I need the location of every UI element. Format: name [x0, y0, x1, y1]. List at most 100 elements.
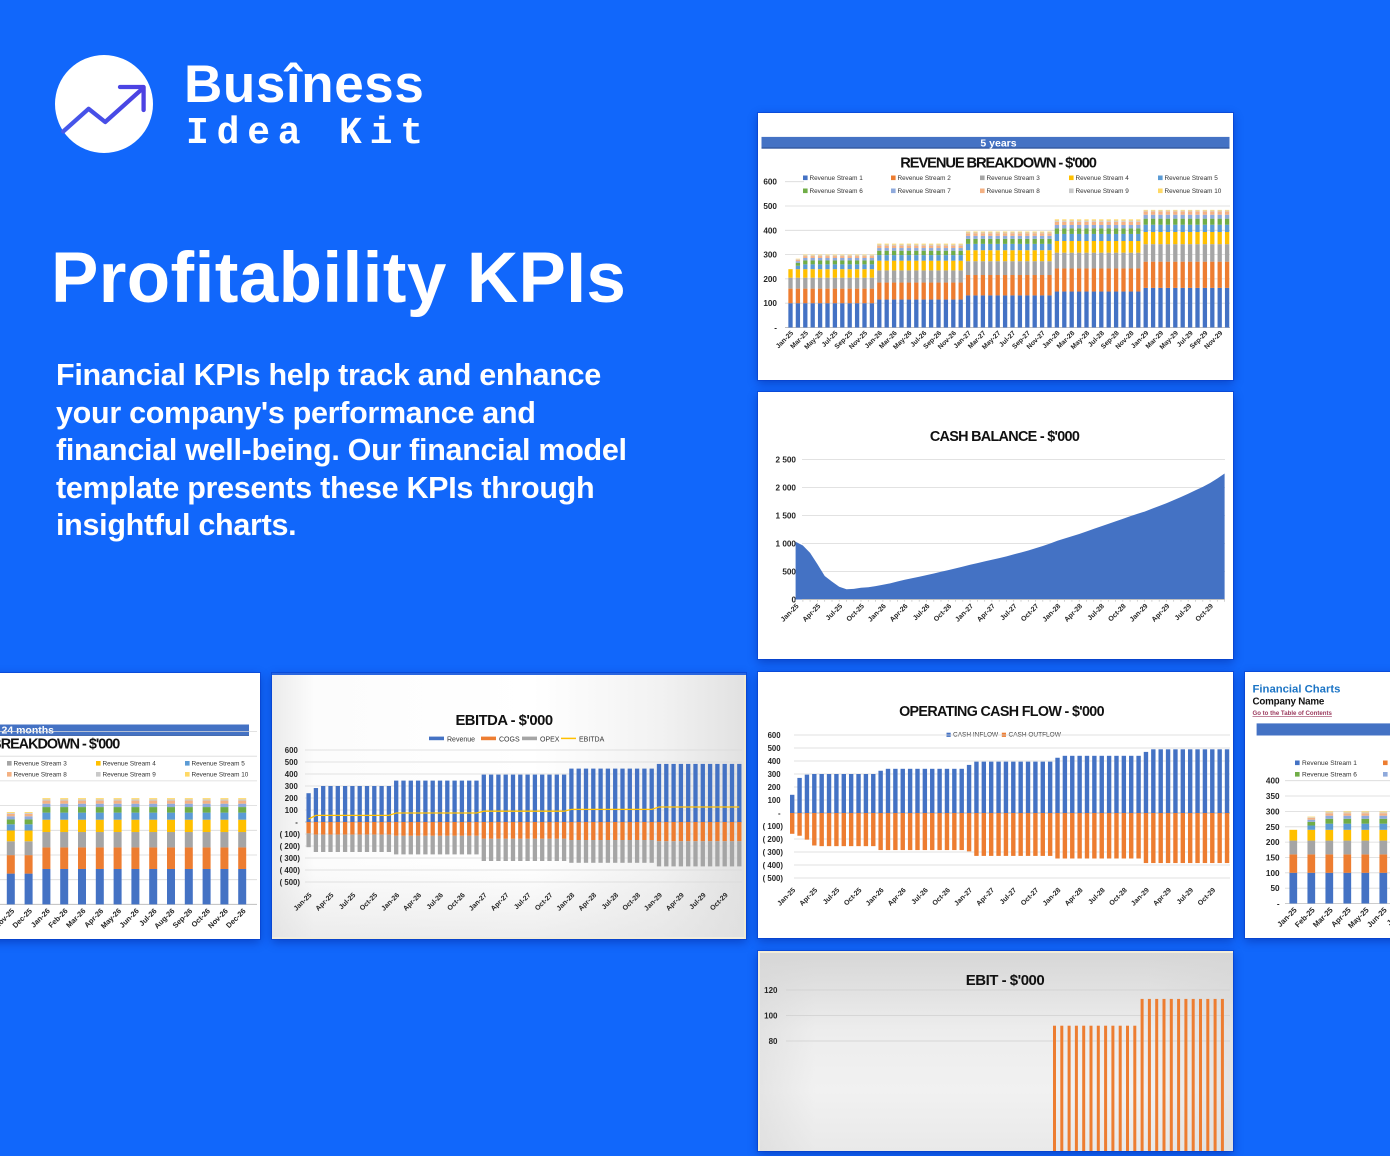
svg-text:Oct-27: Oct-27	[534, 892, 554, 912]
svg-text:300: 300	[768, 770, 782, 779]
svg-text:Jul-29: Jul-29	[1174, 603, 1193, 622]
svg-text:Jul-28: Jul-28	[601, 892, 620, 911]
svg-text:REVENUE BREAKDOWN - $'000: REVENUE BREAKDOWN - $'000	[900, 156, 1096, 172]
svg-text:Revenue Stream 9: Revenue Stream 9	[1076, 188, 1130, 195]
svg-text:Revenue Stream 5: Revenue Stream 5	[1165, 175, 1219, 182]
svg-text:2 000: 2 000	[776, 484, 797, 493]
svg-text:Oct-25: Oct-25	[359, 892, 379, 912]
svg-text:Jan-25: Jan-25	[293, 892, 314, 913]
svg-text:Oct-25: Oct-25	[843, 887, 863, 907]
svg-text:Revenue Stream 10: Revenue Stream 10	[1165, 188, 1222, 195]
svg-text:400: 400	[285, 770, 299, 779]
svg-text:500: 500	[782, 568, 796, 577]
svg-text:Jan-27: Jan-27	[953, 887, 974, 908]
svg-text:Jan-28: Jan-28	[1042, 887, 1063, 908]
svg-text:Jan-26: Jan-26	[380, 892, 401, 913]
svg-text:Oct-28: Oct-28	[1107, 603, 1127, 623]
svg-text:Revenue Stream 8: Revenue Stream 8	[987, 188, 1041, 195]
svg-text:Jan-26: Jan-26	[867, 603, 888, 624]
svg-text:( 300): ( 300)	[280, 854, 301, 863]
svg-text:Oct-27: Oct-27	[1020, 887, 1040, 907]
svg-text:5 years: 5 years	[980, 138, 1016, 150]
svg-text:Jan-27: Jan-27	[954, 603, 975, 624]
svg-text:Jul-27: Jul-27	[513, 892, 532, 911]
svg-text:Oct-28: Oct-28	[622, 892, 642, 912]
svg-text:COGS: COGS	[499, 737, 520, 744]
svg-text:Apr-25: Apr-25	[315, 892, 336, 913]
svg-text:100: 100	[285, 806, 299, 815]
svg-text:200: 200	[1266, 838, 1280, 847]
svg-text:Financial Charts: Financial Charts	[1253, 684, 1341, 696]
svg-text:500: 500	[285, 758, 299, 767]
svg-text:Jul-29: Jul-29	[688, 892, 707, 911]
svg-text:400: 400	[763, 226, 777, 235]
svg-text:Dec-25: Dec-25	[11, 906, 35, 930]
svg-text:Jul-28: Jul-28	[1087, 887, 1106, 906]
svg-text:Jul-25: Jul-25	[1385, 905, 1390, 927]
svg-text:( 300): ( 300)	[763, 848, 784, 857]
svg-text:Oct-26: Oct-26	[932, 887, 952, 907]
svg-text:Revenue Stream 3: Revenue Stream 3	[987, 175, 1041, 182]
svg-text:300: 300	[285, 782, 299, 791]
svg-text:Apr-29: Apr-29	[665, 892, 686, 913]
svg-text:Jan-26: Jan-26	[865, 887, 886, 908]
svg-text:Jan-28: Jan-28	[1042, 603, 1063, 624]
svg-text:( 400): ( 400)	[280, 866, 301, 875]
svg-text:OPERATING CASH FLOW - $'000: OPERATING CASH FLOW - $'000	[899, 704, 1105, 720]
svg-text:100: 100	[1266, 869, 1280, 878]
svg-text:500: 500	[768, 744, 782, 753]
svg-text:Apr-26: Apr-26	[887, 887, 908, 908]
svg-text:Jun-26: Jun-26	[118, 906, 141, 929]
svg-text:Jul-27: Jul-27	[999, 887, 1018, 906]
svg-text:Jan-28: Jan-28	[556, 892, 577, 913]
svg-text:Oct-29: Oct-29	[1195, 603, 1215, 623]
svg-text:Oct-27: Oct-27	[1020, 603, 1040, 623]
svg-text:OPEX: OPEX	[540, 737, 560, 744]
svg-text:Apr-28: Apr-28	[578, 892, 599, 913]
svg-text:Sep-26: Sep-26	[171, 906, 195, 930]
svg-text:100: 100	[764, 1012, 778, 1021]
svg-text:REVENUE BREAKDOWN - $'000: REVENUE BREAKDOWN - $'000	[0, 737, 120, 753]
svg-text:50: 50	[1270, 884, 1280, 893]
svg-text:Jan-25: Jan-25	[780, 603, 801, 624]
svg-text:Apr-29: Apr-29	[1152, 887, 1173, 908]
svg-text:300: 300	[1266, 807, 1280, 816]
svg-text:Revenue Stream 9: Revenue Stream 9	[103, 772, 157, 779]
svg-text:Jul-25: Jul-25	[338, 892, 357, 911]
svg-text:May-26: May-26	[99, 906, 123, 930]
svg-text:Revenue Stream 8: Revenue Stream 8	[14, 772, 68, 779]
svg-text:Apr-28: Apr-28	[1064, 887, 1085, 908]
svg-text:200: 200	[763, 275, 777, 284]
svg-text:Revenue: Revenue	[447, 737, 475, 744]
svg-text:80: 80	[769, 1037, 778, 1046]
svg-text:Oct-26: Oct-26	[446, 892, 466, 912]
svg-text:Jul-26: Jul-26	[911, 887, 930, 906]
svg-text:Jul-27: Jul-27	[999, 603, 1018, 622]
svg-text:Revenue Stream 3: Revenue Stream 3	[14, 761, 68, 768]
svg-text:200: 200	[768, 783, 782, 792]
svg-text:Jul-26: Jul-26	[912, 603, 931, 622]
svg-text:Revenue Stream 10: Revenue Stream 10	[192, 772, 249, 779]
svg-text:Jul-25: Jul-25	[822, 887, 841, 906]
svg-text:200: 200	[285, 794, 299, 803]
svg-text:100: 100	[768, 796, 782, 805]
svg-text:-: -	[1277, 900, 1280, 909]
svg-text:-: -	[778, 809, 781, 818]
svg-text:Jan-29: Jan-29	[643, 892, 664, 913]
svg-text:Oct-29: Oct-29	[1197, 887, 1217, 907]
svg-text:Revenue Stream 1: Revenue Stream 1	[1302, 760, 1357, 767]
svg-text:-: -	[774, 324, 777, 333]
svg-text:Revenue Stream 4: Revenue Stream 4	[1076, 175, 1130, 182]
svg-text:Jul-25: Jul-25	[825, 603, 844, 622]
svg-text:150: 150	[1266, 853, 1280, 862]
svg-text:-: -	[295, 818, 298, 827]
svg-text:( 500): ( 500)	[763, 874, 784, 883]
svg-text:Oct-26: Oct-26	[933, 603, 953, 623]
svg-text:( 100): ( 100)	[280, 830, 301, 839]
svg-text:600: 600	[768, 731, 782, 740]
svg-text:Jul-26: Jul-26	[426, 892, 445, 911]
svg-text:Oct-28: Oct-28	[1108, 887, 1128, 907]
svg-text:400: 400	[768, 757, 782, 766]
svg-text:Apr-26: Apr-26	[402, 892, 423, 913]
svg-text:( 500): ( 500)	[280, 878, 301, 887]
